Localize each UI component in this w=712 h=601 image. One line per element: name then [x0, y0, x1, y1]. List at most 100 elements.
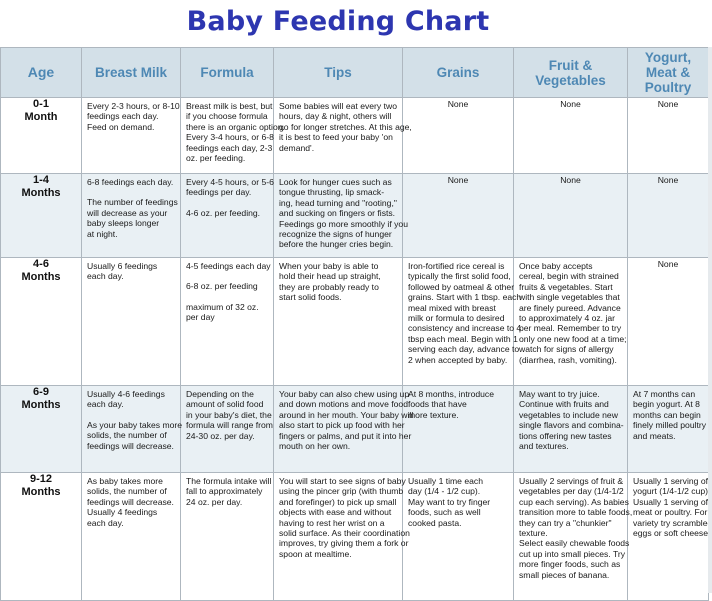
- spacer: [186, 271, 269, 281]
- header-formula: Formula: [180, 47, 274, 98]
- grains-cell: None: [402, 173, 514, 258]
- cell-text-line: vegetables to include new: [519, 409, 618, 420]
- cell-text-line: At 8 months, introduce: [408, 389, 494, 399]
- grains-cell: At 8 months, introduce foods that have mor…: [402, 385, 514, 473]
- cell-text-line: serving each day, advance to: [408, 344, 520, 355]
- cell-text-line: Feedings go more smoothly if you: [279, 218, 408, 229]
- fruit-vegetables-cell: None: [513, 173, 628, 258]
- cell-text-line: Every 4-5 hours, or 5-6: [186, 177, 274, 187]
- cell-text-line: begin yogurt. At 8: [633, 399, 700, 410]
- cell-text-line: ing, head turning and "rooting,": [279, 197, 397, 208]
- formula-cell: Every 4-5 hours, or 5-6 feedings per day.…: [180, 173, 274, 258]
- age-label: 9-12: [29, 473, 53, 485]
- cell-text-line: milk or formula to desired: [408, 313, 505, 324]
- page-edge: [708, 47, 712, 593]
- cell-text-line: When your baby is able to: [279, 261, 379, 271]
- cell-text-line: Every 3-4 hours, or 6-8: [186, 132, 274, 143]
- age-label: 0-1: [33, 98, 49, 110]
- cell-text-line: single flavors and combina-: [519, 420, 624, 431]
- breast-milk-cell: Usually 6 feedings each day.: [81, 257, 181, 386]
- cell-text-line: day (1/4 - 1/2 cup).: [408, 486, 481, 497]
- cell-text-line: are finely pureed. Advance: [519, 302, 621, 313]
- cell-text-line: go for longer stretches. At this age,: [279, 121, 412, 132]
- cell-text-line: eggs or soft cheese.: [633, 528, 711, 539]
- row-0-1-month: 0-1 Month Every 2-3 hours, or 8-10 feedings…: [0, 97, 709, 174]
- breast-milk-cell: Every 2-3 hours, or 8-10 feedings each da…: [81, 97, 181, 174]
- cell-text-line: before the hunger cries begin.: [279, 239, 394, 250]
- cell-text-line: Usually 1 serving of: [633, 496, 708, 507]
- cell-text-line: hold their head up straight,: [279, 271, 381, 282]
- cell-text-line: May want to try juice.: [519, 389, 600, 399]
- grains-cell: Iron-fortified rice cereal is typically t…: [402, 257, 522, 386]
- cell-text-line: it is best to feed your baby 'on: [279, 132, 393, 143]
- age-cell: 6-9 Months: [0, 385, 82, 473]
- cell-text-line: cereal, begin with strained: [519, 271, 619, 282]
- cell-text-line: months can begin: [633, 409, 701, 420]
- cell-text-line: and sucking on fingers or fists.: [279, 208, 396, 219]
- cell-text-line: solid surface. As their coordination: [279, 528, 410, 539]
- cell-text-line: having to rest her wrist on a: [279, 517, 385, 528]
- cell-text-line: The number of feedings: [87, 197, 178, 208]
- cell-text-line: foods, such as well: [408, 507, 481, 518]
- yogurt-meat-poultry-cell: Usually 1 serving of yogurt (1/4-1/2 cup)…: [627, 472, 712, 601]
- cell-text-line: cut up into small pieces. Try: [519, 548, 626, 559]
- cell-text-line: vegetables per day (1/4-1/2: [519, 486, 624, 497]
- cell-text-line: cup each serving). As babies: [519, 496, 629, 507]
- yogurt-meat-poultry-cell: None: [627, 97, 709, 174]
- cell-text-line: in your baby's diet, the: [186, 409, 272, 420]
- cell-text-line: also start to pick up food with her: [279, 420, 405, 431]
- breast-milk-cell: 6-8 feedings each day. The number of feed…: [81, 173, 181, 258]
- cell-text-line: grains. Start with 1 tbsp. each: [408, 292, 522, 303]
- cell-text-line: feedings each day.: [87, 111, 159, 122]
- tips-cell: When your baby is able to hold their head…: [273, 257, 403, 386]
- tips-cell: Look for hunger cues such as tongue thrus…: [273, 173, 408, 258]
- cell-text-line: watch for signs of allergy: [519, 344, 614, 355]
- breast-milk-cell: Usually 4-6 feedings each day. As your bab…: [81, 385, 183, 473]
- cell-text-line: feedings per day.: [186, 187, 252, 198]
- cell-text-line: hours, day & night, others will: [279, 111, 392, 122]
- cell-text-line: each day.: [87, 517, 124, 528]
- tips-cell: Some babies will eat every two hours, day…: [273, 97, 412, 174]
- cell-text-line: per day: [186, 312, 215, 323]
- cell-text-line: Breast milk is best, but: [186, 101, 273, 111]
- tips-cell: Your baby can also chew using up and down…: [273, 385, 413, 473]
- cell-text-line: objects with ease and without: [279, 507, 392, 518]
- header-tips: Tips: [273, 47, 403, 98]
- cell-text-line: 6-8 oz. per feeding: [186, 281, 258, 292]
- cell-text-line: cooked pasta.: [408, 517, 462, 528]
- age-cell: 1-4 Months: [0, 173, 82, 258]
- cell-text-line: You will start to see signs of baby: [279, 476, 406, 486]
- row-6-9-months: 6-9 Months Usually 4-6 feedings each day. As…: [0, 385, 709, 473]
- cell-text-line: with single vegetables that: [519, 292, 620, 303]
- cell-text-line: they can try a "chunkier": [519, 517, 612, 528]
- yogurt-meat-poultry-cell: None: [627, 173, 709, 258]
- cell-text-line: Usually 1 time each: [408, 476, 483, 486]
- cell-text-line: As your baby takes more: [87, 419, 183, 430]
- cell-text-line: will decrease as your: [87, 207, 168, 218]
- cell-text-line: Some babies will eat every two: [279, 101, 397, 111]
- cell-text-line: recognize the signs of hunger: [279, 229, 392, 240]
- cell-text-line: and forefinger) to pick up small: [279, 496, 397, 507]
- cell-text-line: consistency and increase to 4: [408, 323, 522, 334]
- cell-text-line: Usually 4 feedings: [87, 507, 158, 518]
- cell-text-line: 6-8 feedings each day.: [87, 177, 174, 187]
- cell-text-line: amount of solid food: [186, 399, 264, 410]
- age-label: 6-9: [33, 386, 49, 398]
- cell-text-line: meat or poultry. For: [633, 507, 708, 518]
- age-cell: 0-1 Month: [0, 97, 82, 174]
- formula-cell: Depending on the amount of solid food in y…: [180, 385, 274, 473]
- cell-text-line: solids, the number of: [87, 486, 167, 497]
- cell-text-line: 4-6 oz. per feeding.: [186, 207, 261, 218]
- cell-text-line: at night.: [87, 228, 118, 239]
- header-row: Age Breast Milk Formula Tips Grains Frui…: [0, 47, 709, 98]
- cell-text-line: each day.: [87, 399, 124, 410]
- spacer: [186, 292, 269, 302]
- cell-text-line: Usually 2 servings of fruit &: [519, 476, 624, 486]
- age-label: Month: [24, 111, 58, 123]
- header-yogurt-meat-poultry: Yogurt, Meat & Poultry: [627, 47, 709, 98]
- cell-text-line: Iron-fortified rice cereal is: [408, 261, 505, 271]
- spacer: [186, 198, 269, 208]
- cell-text-line: Once baby accepts: [519, 261, 593, 271]
- cell-text-line: baby sleeps longer: [87, 218, 160, 229]
- spacer: [87, 410, 176, 420]
